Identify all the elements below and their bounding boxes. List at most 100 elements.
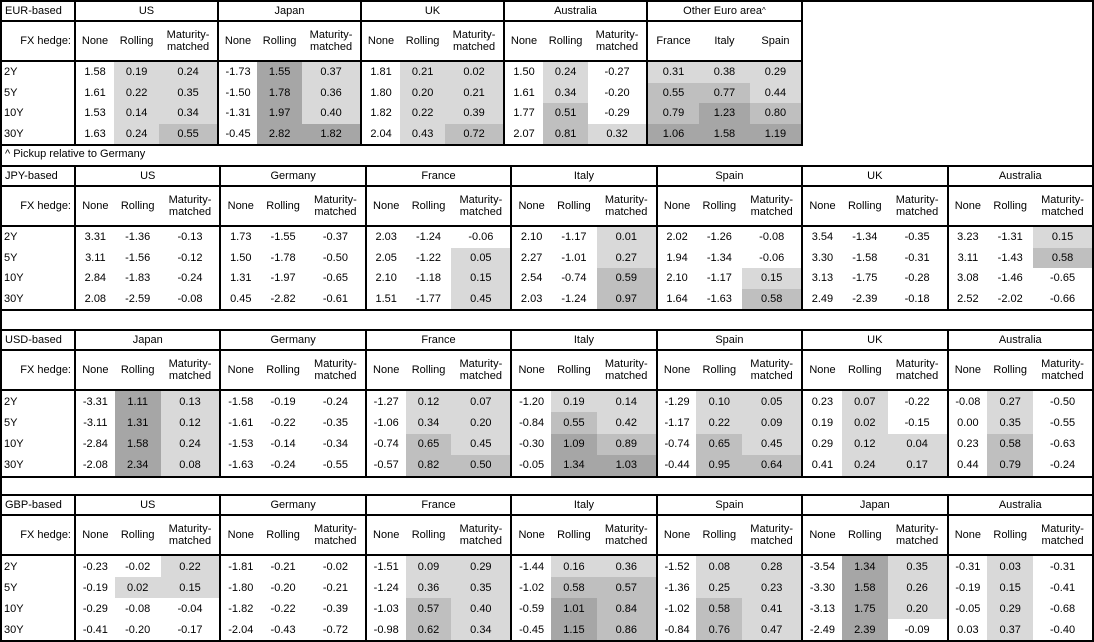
table-row: 0.41 0.24 0.17 [803, 454, 947, 476]
value-cell: -0.23 [82, 560, 108, 573]
value-cell: -0.20 [270, 581, 296, 594]
value-cell: 0.09 [742, 412, 802, 434]
value-cell: 2.82 [257, 123, 303, 144]
country-block: Spain None Rolling Maturity-matched 2.02 -1.2… [655, 167, 802, 309]
fx-hedge-label: FX hedge: [2, 516, 74, 556]
country-header: UK [362, 2, 503, 22]
value-cell: 0.76 [696, 619, 743, 640]
hedge-col-header: None [224, 35, 252, 47]
hedge-col-header: None [518, 529, 545, 541]
hedge-col-header: Rolling [266, 200, 300, 212]
value-cell: -1.03 [373, 602, 399, 615]
data-rows: -1.73 1.55 0.37 -1.50 1.78 0.36 -1.31 1.97 0.40-… [219, 62, 360, 144]
table-row: -1.06 0.34 0.20 [367, 412, 511, 434]
data-rows: -3.31 1.11 0.13 -3.11 1.31 0.12 -2.84 1.58 0.24-… [76, 391, 220, 476]
value-cell: 0.23 [811, 395, 834, 408]
value-cell: 0.97 [596, 288, 656, 309]
table-row: -0.44 0.95 0.64 [658, 454, 802, 476]
value-cell: 0.20 [400, 82, 446, 103]
data-rows: 2.02 -1.26 -0.08 1.94 -1.34 -0.06 2.10 -1.17 0.1… [658, 227, 802, 309]
value-cell: 0.57 [596, 577, 656, 598]
table-row: 1.82 0.22 0.39 [362, 103, 503, 124]
value-cell: 1.82 [370, 107, 392, 120]
value-cell: -0.14 [270, 438, 296, 451]
value-cell: 0.01 [596, 227, 656, 248]
value-cell: -1.36 [125, 231, 151, 244]
fx-hedge-label: FX hedge: [2, 351, 74, 391]
value-cell: -0.08 [955, 395, 981, 408]
value-cell: 1.53 [84, 107, 106, 120]
hedge-col-header: None [81, 35, 109, 47]
hedge-col-header: Rolling [120, 200, 155, 212]
value-cell: 3.13 [811, 272, 834, 285]
base-currency-label: JPY-based [2, 167, 74, 187]
value-cell: -1.51 [373, 560, 399, 573]
data-rows: -1.51 0.09 0.29 -1.24 0.36 0.35 -1.03 0.57 0.40-… [367, 556, 511, 640]
hedge-col-header: Rolling [411, 364, 446, 376]
fx-hedge-label: FX hedge: [2, 22, 74, 62]
value-cell: 0.34 [159, 103, 217, 124]
value-cell: -0.19 [270, 395, 296, 408]
value-cell: -0.08 [759, 231, 785, 244]
value-cell: -0.22 [270, 602, 296, 615]
value-cell: 0.35 [987, 412, 1034, 434]
value-cell: 0.43 [400, 123, 446, 144]
table-row: -0.19 0.02 0.15 [76, 577, 220, 598]
value-cell: -1.63 [228, 459, 254, 472]
value-cell: -0.29 [82, 602, 108, 615]
hedge-col-header: Maturity-matched [314, 523, 357, 547]
value-cell: -1.22 [415, 251, 442, 264]
value-cell: 0.03 [987, 556, 1034, 577]
value-cell: -0.13 [177, 231, 203, 244]
country-block: US None Rolling Maturity-matched 3.31 -1.36 -0… [74, 167, 220, 309]
data-rows: -1.58 -0.19 -0.24 -1.61 -0.22 -0.35 -1.53 -0.14… [221, 391, 364, 476]
data-rows: 1.50 0.24 -0.27 1.61 0.34 -0.20 1.77 0.51 -0.29 2… [505, 62, 646, 144]
table-jpy-based: JPY-based FX hedge: 2Y 5Y 10Y 30Y US None Rollin… [0, 165, 1094, 311]
country-block: Australia None Rolling Maturity-matched 3.23… [946, 167, 1092, 309]
table-row: 2.03 -1.24 0.97 [512, 288, 656, 309]
value-cell: -3.31 [82, 395, 108, 408]
tenor-label: 5Y [4, 86, 18, 99]
value-cell: -2.02 [997, 292, 1023, 305]
table-row: -2.08 2.34 0.08 [76, 454, 220, 476]
value-cell: 0.50 [451, 454, 511, 476]
country-block: Other Euro area ^ France Italy Spain 0.31 0.38… [646, 2, 801, 144]
country-header: Italy [512, 331, 656, 351]
hedge-col-header: None [809, 364, 836, 376]
country-block: Japan None Rolling Maturity-matched -1.73 1.5… [217, 2, 360, 144]
hedge-header-row: None Rolling Maturity-matched [219, 22, 360, 62]
country-header: US [76, 496, 220, 516]
value-cell: 0.72 [445, 123, 503, 144]
tenor-label: 5Y [4, 251, 18, 264]
data-rows: 2.03 -1.24 -0.06 2.05 -1.22 0.05 2.10 -1.18 0.15… [367, 227, 511, 309]
tenor-label: 10Y [4, 107, 24, 120]
value-cell: -0.09 [904, 623, 930, 636]
value-cell: -0.74 [561, 272, 587, 285]
table-row: 3.08 -1.46 -0.65 [949, 268, 1092, 289]
country-block: Italy None Rolling Maturity-matched 2.10 -1.1… [510, 167, 656, 309]
table-row: -1.52 0.08 0.28 [658, 556, 802, 577]
value-cell: 1.50 [230, 251, 252, 264]
value-cell: 0.14 [114, 103, 160, 124]
value-cell: 1.01 [550, 598, 597, 619]
value-cell: 0.26 [887, 577, 947, 598]
value-cell: -1.58 [228, 395, 254, 408]
table-row: 0.19 0.02 -0.15 [803, 412, 946, 434]
country-block: US None Rolling Maturity-matched -0.23 -0.02 0… [74, 496, 220, 640]
value-cell: -0.34 [322, 438, 348, 451]
country-block: France None Rolling Maturity-matched -1.51 0.… [364, 496, 511, 640]
value-cell: -1.18 [415, 272, 442, 285]
value-cell: 0.84 [596, 598, 656, 619]
value-cell: 0.08 [696, 556, 743, 577]
value-cell: 0.22 [400, 103, 446, 124]
value-cell: 0.12 [841, 433, 888, 455]
footnote-pickup-relative-to-germany: ^ Pickup relative to Germany [5, 148, 146, 160]
data-rows: -1.44 0.16 0.36 -1.02 0.58 0.57 -0.59 1.01 0.84-… [512, 556, 656, 640]
value-cell: 0.39 [445, 103, 503, 124]
value-cell: -0.20 [604, 86, 630, 99]
hedge-header-row: None Rolling Maturity-matched [657, 516, 802, 556]
data-rows: 1.58 0.19 0.24 1.61 0.22 0.35 1.53 0.14 0.34 1.63… [76, 62, 217, 144]
value-cell: -0.31 [904, 251, 930, 264]
fx-hedge-label: FX hedge: [2, 187, 74, 227]
value-cell: 0.38 [698, 62, 750, 83]
